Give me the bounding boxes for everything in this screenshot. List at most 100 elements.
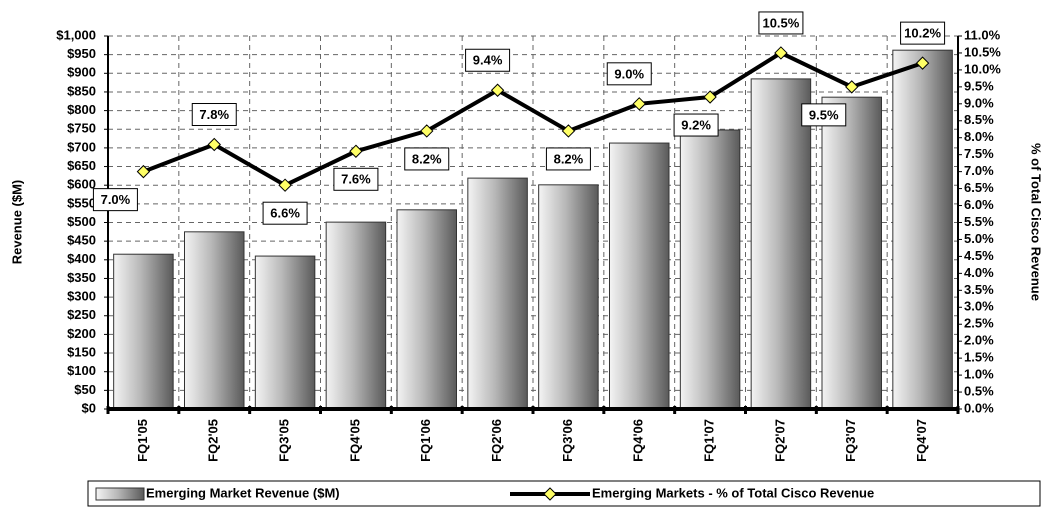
y2-tick-label: 10.5% [964,44,1001,59]
y-tick-label: $0 [82,400,96,415]
y2-axis-title: % of Total Cisco Revenue [1029,143,1044,301]
data-label: 9.0% [614,66,644,81]
y-tick-label: $350 [67,270,96,285]
y2-tick-label: 8.0% [964,129,994,144]
y2-tick-label: 1.0% [964,367,994,382]
data-label: 7.6% [341,172,371,187]
data-label-box [606,62,652,86]
data-label-box [673,113,719,137]
line [142,50,924,188]
data-label: 7.8% [199,107,229,122]
y-tick-label: $950 [67,46,96,61]
bar [892,49,953,410]
bar [254,255,316,410]
y-tick-label: $200 [67,326,96,341]
bar [609,142,670,410]
y2-tick-label: 10.0% [964,61,1001,76]
y2-tick-label: 4.0% [964,265,994,280]
y-tick-label: $1,000 [56,27,96,42]
x-tick-label: FQ3'06 [560,419,575,462]
y-axis-title: Revenue ($M) [9,180,24,265]
marker [207,137,221,152]
bar [538,184,599,410]
y-tick-label: $300 [67,289,96,304]
bar [467,177,528,410]
y2-tick-label: 9.0% [964,95,994,110]
legend-bar-swatch [95,487,145,501]
y-tick-label: $850 [67,83,96,98]
data-label: 6.6% [270,206,300,221]
y-tick-label: $100 [67,363,96,378]
data-label-box [262,201,308,225]
y-tick-label: $50 [74,382,96,397]
marker [349,144,363,158]
y2-tick-label: 5.0% [964,231,994,246]
y2-tick-label: 11.0% [964,27,1001,42]
y2-tick-label: 1.5% [964,350,994,365]
x-tick-label: FQ4'05 [347,419,362,462]
data-label-box [545,147,591,171]
marker [490,83,505,97]
y-tick-label: $150 [67,344,96,359]
y2-tick-label: 3.0% [964,299,994,314]
y2-tick-label: 6.5% [964,180,994,195]
marker [561,124,576,138]
y-tick-label: $600 [67,177,96,192]
legend-label: Emerging Markets - % of Total Cisco Reve… [592,485,874,500]
y2-tick-label: 2.5% [964,316,994,331]
data-label-box [191,103,237,127]
x-tick-label: FQ1'06 [418,419,433,462]
marker [915,56,930,70]
marker [136,164,151,179]
y2-tick-label: 6.0% [964,197,994,212]
y2-tick-label: 7.0% [964,163,994,178]
legend-marker [543,487,557,501]
marker [774,46,788,60]
data-label-box [333,167,379,191]
y-tick-label: $500 [67,214,96,229]
marker [278,178,292,192]
y2-tick-label: 8.5% [964,112,994,127]
x-tick-label: FQ4'07 [914,419,929,462]
marker [703,90,717,104]
x-tick-label: FQ1'07 [702,419,717,462]
x-tick-label: FQ1'05 [135,419,150,462]
y-tick-label: $450 [67,233,96,248]
data-label: 9.2% [681,117,711,132]
x-tick-label: FQ2'05 [206,419,221,462]
y-tick-label: $550 [67,195,96,210]
bar [821,96,882,410]
marker [632,97,646,111]
y2-tick-label: 4.5% [964,248,994,263]
y-tick-label: $250 [67,307,96,322]
y-tick-label: $750 [67,121,96,136]
bar [679,129,741,410]
bar [750,78,812,410]
data-label: 9.5% [809,107,839,122]
bar [113,253,174,410]
y-tick-label: $400 [67,251,96,266]
data-label-box [465,48,511,72]
data-label: 9.4% [473,53,503,68]
data-label-box [900,21,946,45]
y2-tick-label: 3.5% [964,282,994,297]
marker [420,124,434,138]
x-tick-label: FQ2'06 [489,419,504,462]
data-label: 10.2% [904,26,941,41]
y2-tick-label: 0.0% [964,400,994,415]
marker [845,80,859,94]
y-tick-label: $700 [67,139,96,154]
bar [184,231,245,410]
legend-label: Emerging Market Revenue ($M) [146,485,340,500]
x-tick-label: FQ3'05 [277,419,292,462]
x-tick-label: FQ2'07 [772,419,787,462]
data-label-box [404,147,450,171]
bar [325,221,387,410]
y-tick-label: $900 [67,65,96,80]
x-tick-label: FQ4'06 [631,419,646,462]
bar [396,209,457,410]
y2-tick-label: 7.5% [964,146,994,161]
data-label-box [801,103,847,127]
x-tick-label: FQ3'07 [843,419,858,462]
